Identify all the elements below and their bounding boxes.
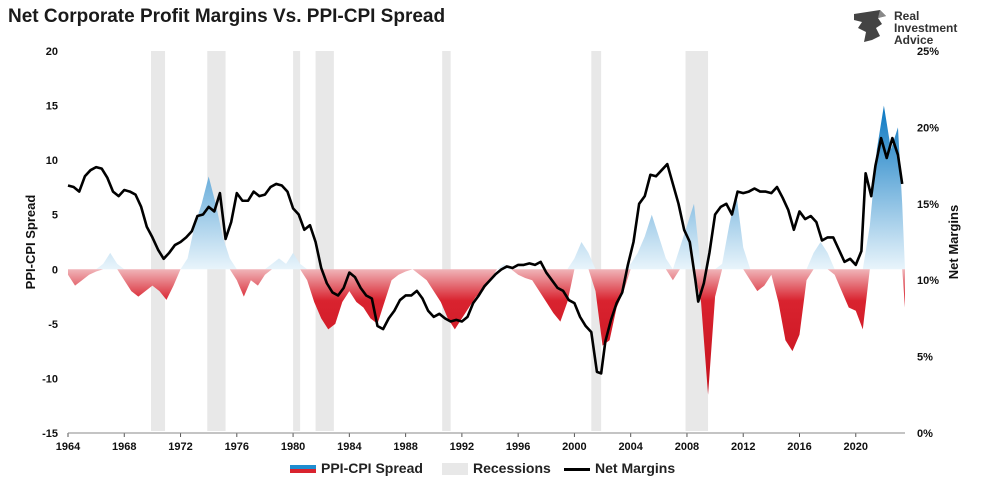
legend-swatch-margins xyxy=(564,467,590,471)
recession-band xyxy=(591,51,602,431)
y2-tick-label: 15% xyxy=(917,199,939,211)
recession-band xyxy=(150,51,166,431)
y-tick-label: -5 xyxy=(48,319,58,331)
spread-positive-area xyxy=(68,105,905,270)
recession-band xyxy=(442,51,451,431)
eagle-icon xyxy=(854,10,886,42)
y2-tick-label: 25% xyxy=(917,46,939,58)
spread-negative-area xyxy=(68,269,905,395)
y2-axis-label: Net Margins xyxy=(946,205,961,279)
legend-label-margins: Net Margins xyxy=(595,460,676,476)
recession-band xyxy=(315,51,334,431)
x-tick-label: 1988 xyxy=(393,441,417,453)
x-tick-label: 2012 xyxy=(731,441,755,453)
y-axis-label: PPI-CPI Spread xyxy=(23,195,38,290)
legend-label-recessions: Recessions xyxy=(473,460,551,476)
x-tick-label: 2020 xyxy=(844,441,868,453)
legend-item-recessions: Recessions xyxy=(442,460,551,476)
y2-tick-label: 0% xyxy=(917,428,933,440)
y-tick-label: -10 xyxy=(42,373,58,385)
y2-tick-label: 20% xyxy=(917,122,939,134)
axes: 1964 1968 1972 1976 1980 1984 1988 1992 1996 2000… xyxy=(42,46,939,453)
legend-swatch-spread xyxy=(290,465,316,474)
y-tick-label: 10 xyxy=(46,155,58,167)
x-tick-label: 2004 xyxy=(618,441,643,453)
y-tick-label: 20 xyxy=(46,46,58,58)
y-tick-label: -15 xyxy=(42,428,58,440)
x-tick-label: 1968 xyxy=(112,441,136,453)
y-tick-label: 5 xyxy=(52,210,58,222)
x-tick-label: 2000 xyxy=(562,441,586,453)
recession-bands xyxy=(150,51,709,431)
x-tick-label: 1992 xyxy=(450,441,474,453)
x-tick-label: 2016 xyxy=(787,441,811,453)
x-tick-label: 1976 xyxy=(225,441,249,453)
recession-band xyxy=(293,51,301,431)
legend-label-spread: PPI-CPI Spread xyxy=(321,460,423,476)
chart-title: Net Corporate Profit Margins Vs. PPI-CPI… xyxy=(8,6,446,27)
x-tick-label: 1984 xyxy=(337,441,362,453)
margins-line-group xyxy=(67,136,904,375)
x-tick-label: 2008 xyxy=(675,441,699,453)
x-tick-label: 1996 xyxy=(506,441,530,453)
brand-line-3: Advice xyxy=(894,33,934,47)
x-tick-label: 1972 xyxy=(168,441,192,453)
y-tick-label: 0 xyxy=(52,264,58,276)
net-margins-line xyxy=(67,136,904,375)
brand-line-2: Investment xyxy=(894,21,958,35)
legend-item-spread: PPI-CPI Spread xyxy=(290,460,423,476)
legend-item-margins: Net Margins xyxy=(564,460,675,476)
legend-swatch-recessions xyxy=(442,463,468,476)
y-tick-label: 15 xyxy=(46,101,58,113)
x-tick-label: 1980 xyxy=(281,441,305,453)
x-tick-label: 1964 xyxy=(56,441,81,453)
brand-logo: Real Investment Advice xyxy=(850,6,980,48)
spread-area xyxy=(68,105,905,395)
brand-line-1: Real xyxy=(894,9,920,23)
y2-tick-label: 10% xyxy=(917,275,939,287)
y2-tick-label: 5% xyxy=(917,352,933,364)
